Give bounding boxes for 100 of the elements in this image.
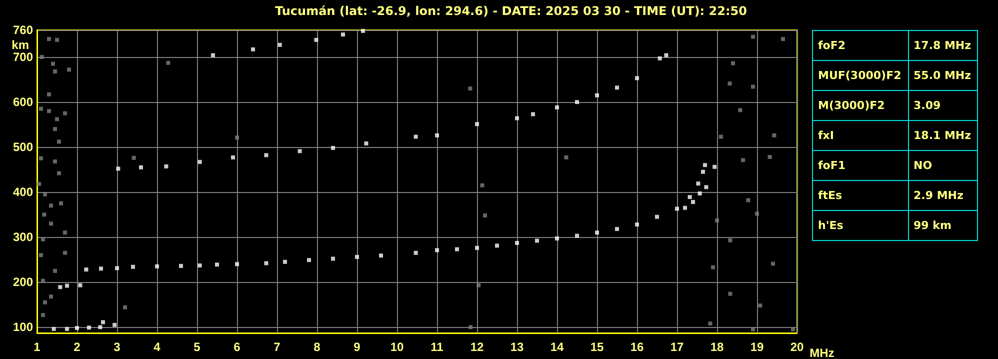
text: foF2	[812, 30, 908, 60]
text: 55.0 MHz	[908, 60, 978, 90]
point	[164, 164, 168, 168]
point	[361, 28, 365, 33]
point	[112, 322, 117, 327]
x-tick-label: 8	[314, 340, 321, 354]
x-tick-label: 15	[590, 340, 604, 354]
point	[635, 222, 639, 226]
point	[215, 262, 219, 267]
text: 18.1 MHz	[908, 120, 978, 150]
x-tick-label: 10	[390, 340, 404, 354]
chart-title: Tucumán (lat: -26.9, lon: 294.6) - DATE: 2025 03 30 - TIME (UT): 22:50	[275, 4, 747, 18]
text: 17.8 MHz	[908, 30, 978, 60]
text: NO	[908, 150, 978, 180]
text: foF1	[812, 150, 908, 180]
point	[658, 56, 662, 60]
x-tick-label: 9	[354, 340, 361, 354]
y-tick-label: 300	[12, 230, 34, 244]
point	[264, 153, 268, 158]
point	[615, 86, 619, 90]
point	[307, 258, 311, 262]
point	[664, 53, 668, 58]
point	[379, 254, 383, 258]
point	[278, 42, 282, 47]
point	[555, 236, 559, 240]
y-tick-label: 200	[12, 275, 34, 290]
text: fxI	[812, 120, 908, 150]
point	[691, 200, 695, 204]
point	[435, 248, 439, 252]
text: 3.09	[908, 90, 978, 120]
text: h'Es	[812, 210, 908, 240]
x-tick-label: 1	[34, 340, 41, 354]
point	[116, 166, 120, 171]
point	[155, 264, 159, 268]
point	[696, 182, 700, 186]
point	[58, 285, 62, 290]
point	[87, 326, 91, 330]
point	[99, 266, 103, 271]
x-axis-title: MHz	[810, 346, 834, 359]
point	[251, 47, 255, 52]
text: MUF(3000)F2	[812, 60, 908, 90]
point	[455, 247, 459, 252]
point	[198, 263, 202, 268]
point	[595, 230, 599, 235]
point	[75, 326, 79, 330]
x-tick-label: 6	[234, 340, 241, 354]
point	[65, 284, 69, 288]
y-tick-label: 400	[12, 185, 34, 200]
point	[414, 134, 418, 139]
point	[595, 93, 599, 98]
point	[139, 165, 143, 170]
point	[435, 133, 439, 138]
point	[101, 320, 105, 324]
y-tick-label: 600	[12, 95, 34, 110]
x-tick-label: 17	[670, 340, 684, 354]
point	[701, 170, 705, 174]
x-tick-label: 19	[750, 340, 764, 354]
x-tick-label: 2	[74, 340, 81, 354]
point	[84, 268, 88, 272]
point	[475, 246, 479, 250]
point	[179, 264, 183, 268]
point	[355, 254, 359, 259]
point	[555, 105, 559, 110]
point	[575, 100, 579, 104]
x-tick-label: 11	[430, 340, 444, 354]
point	[703, 163, 707, 168]
point	[515, 116, 519, 120]
point	[211, 53, 215, 58]
point	[704, 185, 708, 190]
point	[683, 206, 687, 210]
x-tick-label: 4	[154, 340, 161, 354]
point	[712, 164, 717, 169]
point	[615, 227, 619, 231]
x-tick-label: 18	[710, 340, 724, 354]
y-tick-label: 700	[12, 50, 34, 64]
x-tick-label: 7	[274, 340, 281, 354]
point	[115, 266, 119, 270]
text: ftEs	[812, 180, 908, 210]
point	[98, 325, 102, 330]
point	[314, 38, 318, 42]
point	[635, 76, 639, 80]
point	[535, 238, 539, 243]
point	[231, 155, 235, 160]
x-tick-label: 5	[194, 340, 201, 354]
y-tick-label: 100	[12, 320, 34, 334]
x-tick-label: 16	[630, 340, 644, 354]
point	[531, 112, 535, 116]
point	[52, 326, 56, 331]
text: 99 km	[908, 210, 978, 240]
point	[298, 149, 302, 154]
x-tick-label: 3	[114, 340, 121, 354]
point	[475, 122, 479, 126]
point	[575, 234, 579, 238]
point	[283, 260, 287, 264]
x-tick-label: 20	[790, 340, 804, 354]
point	[698, 191, 702, 196]
point	[235, 262, 239, 266]
point	[65, 326, 69, 331]
y-tick-label: 760	[12, 23, 34, 37]
point	[414, 250, 418, 255]
